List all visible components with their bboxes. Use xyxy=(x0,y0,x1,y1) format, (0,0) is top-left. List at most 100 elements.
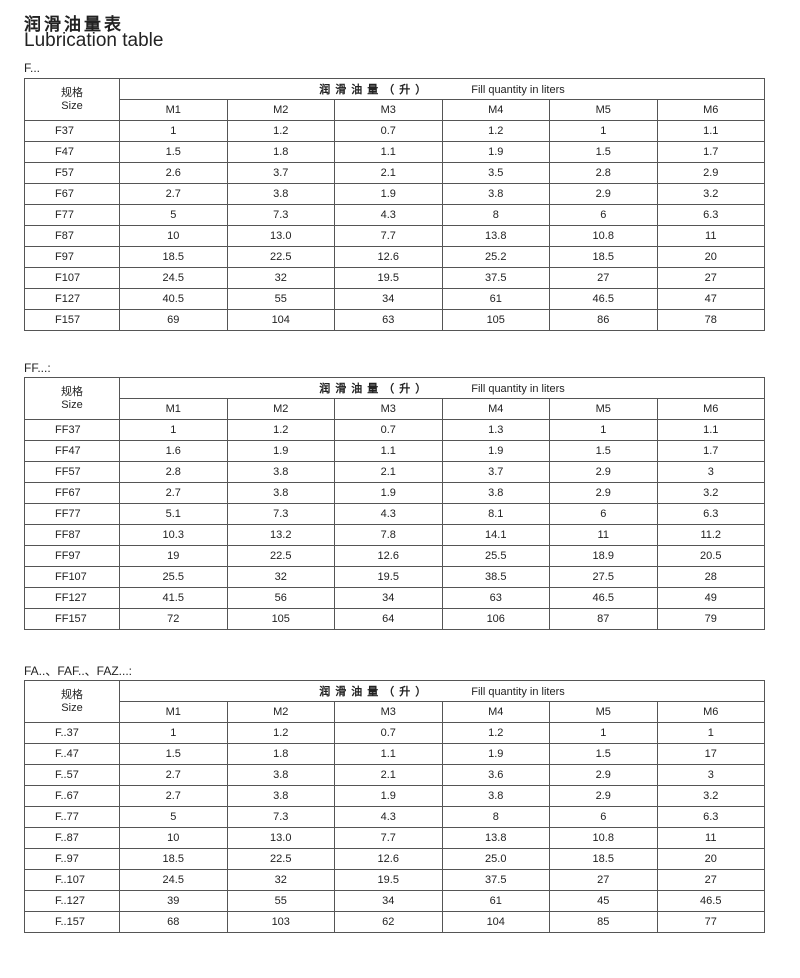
value-cell: 2.7 xyxy=(119,764,228,786)
value-cell: 1 xyxy=(549,419,658,441)
size-cell: F..77 xyxy=(24,806,120,828)
column-header: M4 xyxy=(441,99,550,121)
size-cell: F67 xyxy=(24,183,120,205)
value-cell: 3.8 xyxy=(226,785,335,807)
value-cell: 1.1 xyxy=(656,419,765,441)
value-cell: 1.2 xyxy=(226,419,335,441)
section-label: F... xyxy=(24,61,41,75)
size-cell: F37 xyxy=(24,120,120,142)
size-cell: F107 xyxy=(24,267,120,289)
value-cell: 62 xyxy=(334,911,443,933)
header-row: 规格 Size 润滑油量（升） Fill quantity in liters xyxy=(24,680,765,723)
value-cell: 1.6 xyxy=(119,440,228,462)
value-cell: 38.5 xyxy=(441,566,550,588)
value-cell: 1.9 xyxy=(334,482,443,504)
value-cell: 2.9 xyxy=(549,482,658,504)
value-cell: 86 xyxy=(549,309,658,331)
value-cell: 32 xyxy=(226,566,335,588)
value-cell: 11 xyxy=(656,225,765,247)
value-cell: 13.0 xyxy=(226,225,335,247)
size-cell: F87 xyxy=(24,225,120,247)
mounting-position-row: M1 M2 M3 M4 M5 M6 xyxy=(25,99,765,121)
value-cell: 2.8 xyxy=(119,461,228,483)
fill-quantity-header: 润滑油量（升） Fill quantity in liters xyxy=(119,680,765,702)
value-cell: 46.5 xyxy=(549,587,658,609)
table-row: FF37 1 1.2 0.7 1.3 1 1.1 xyxy=(24,419,765,441)
value-cell: 1.7 xyxy=(656,440,765,462)
table-row: FF157 72 105 64 106 87 79 xyxy=(24,608,765,630)
size-cell: F..67 xyxy=(24,785,120,807)
column-header: M4 xyxy=(441,701,550,723)
table-row: F97 18.5 22.5 12.6 25.2 18.5 20 xyxy=(24,246,765,268)
value-cell: 20 xyxy=(656,848,765,870)
value-cell: 13.2 xyxy=(226,524,335,546)
value-cell: 7.3 xyxy=(226,503,335,525)
value-cell: 2.7 xyxy=(119,183,228,205)
value-cell: 13.0 xyxy=(226,827,335,849)
value-cell: 1.1 xyxy=(656,120,765,142)
value-cell: 34 xyxy=(334,890,443,912)
value-cell: 106 xyxy=(441,608,550,630)
value-cell: 2.1 xyxy=(334,162,443,184)
size-cell: F..37 xyxy=(24,722,120,744)
value-cell: 32 xyxy=(226,869,335,891)
value-cell: 3.2 xyxy=(656,183,765,205)
value-cell: 47 xyxy=(656,288,765,310)
value-cell: 1.2 xyxy=(226,722,335,744)
value-cell: 37.5 xyxy=(441,267,550,289)
value-cell: 2.9 xyxy=(549,461,658,483)
size-cell: F..87 xyxy=(24,827,120,849)
value-cell: 1 xyxy=(119,120,228,142)
value-cell: 56 xyxy=(226,587,335,609)
size-cell: F..157 xyxy=(24,911,120,933)
table-row: FF87 10.3 13.2 7.8 14.1 11 11.2 xyxy=(24,524,765,546)
value-cell: 105 xyxy=(441,309,550,331)
fill-header-cn: 润滑油量（升） xyxy=(319,382,432,395)
value-cell: 49 xyxy=(656,587,765,609)
value-cell: 3.8 xyxy=(441,785,550,807)
value-cell: 4.3 xyxy=(334,806,443,828)
size-cell: F..97 xyxy=(24,848,120,870)
table-row: FF77 5.1 7.3 4.3 8.1 6 6.3 xyxy=(24,503,765,525)
value-cell: 1 xyxy=(119,419,228,441)
table-row: F..57 2.7 3.8 2.1 3.6 2.9 3 xyxy=(24,764,765,786)
value-cell: 68 xyxy=(119,911,228,933)
value-cell: 1.7 xyxy=(656,141,765,163)
value-cell: 12.6 xyxy=(334,848,443,870)
column-header: M1 xyxy=(119,701,228,723)
value-cell: 2.7 xyxy=(119,785,228,807)
value-cell: 1.9 xyxy=(334,183,443,205)
value-cell: 7.8 xyxy=(334,524,443,546)
value-cell: 34 xyxy=(334,587,443,609)
value-cell: 87 xyxy=(549,608,658,630)
mounting-position-row: M1 M2 M3 M4 M5 M6 xyxy=(25,701,765,723)
fill-header-cn: 润滑油量（升） xyxy=(319,685,432,698)
column-header: M4 xyxy=(441,398,550,420)
table-row: F77 5 7.3 4.3 8 6 6.3 xyxy=(24,204,765,226)
column-header: M6 xyxy=(656,701,765,723)
value-cell: 0.7 xyxy=(334,120,443,142)
column-header: M6 xyxy=(656,99,765,121)
value-cell: 2.8 xyxy=(549,162,658,184)
lubrication-table: 规格 Size 润滑油量（升） Fill quantity in liters M1 M2… xyxy=(24,680,765,933)
value-cell: 55 xyxy=(226,288,335,310)
column-header: M2 xyxy=(226,99,335,121)
value-cell: 3.8 xyxy=(226,183,335,205)
value-cell: 1.1 xyxy=(334,743,443,765)
value-cell: 1 xyxy=(656,722,765,744)
value-cell: 1 xyxy=(549,722,658,744)
column-header: M2 xyxy=(226,701,335,723)
value-cell: 3.7 xyxy=(441,461,550,483)
value-cell: 6 xyxy=(549,204,658,226)
value-cell: 19.5 xyxy=(334,566,443,588)
table-row: F..67 2.7 3.8 1.9 3.8 2.9 3.2 xyxy=(24,785,765,807)
column-header: M2 xyxy=(226,398,335,420)
size-header: 规格 Size xyxy=(24,78,120,121)
value-cell: 3.2 xyxy=(656,482,765,504)
table-row: F..97 18.5 22.5 12.6 25.0 18.5 20 xyxy=(24,848,765,870)
value-cell: 1.2 xyxy=(441,120,550,142)
header-row: 规格 Size 润滑油量（升） Fill quantity in liters xyxy=(24,78,765,121)
value-cell: 2.6 xyxy=(119,162,228,184)
size-header-cn: 规格 xyxy=(61,688,83,701)
value-cell: 8 xyxy=(441,806,550,828)
